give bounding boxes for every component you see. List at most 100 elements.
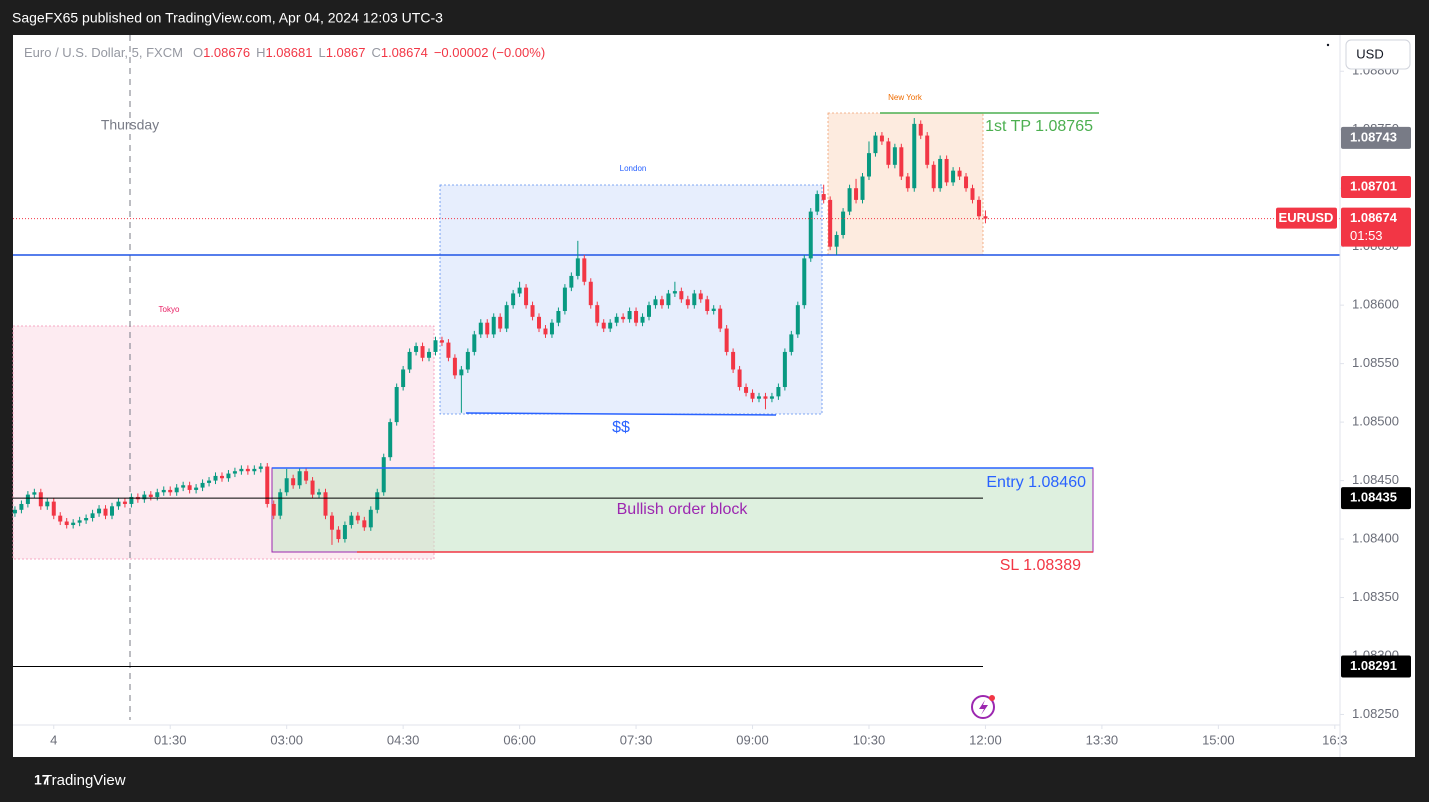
x-tick-label: 10:30 xyxy=(853,732,886,747)
candle-body xyxy=(491,316,496,335)
candle-body xyxy=(970,188,975,200)
symbol-line: Euro / U.S. Dollar, 5, FXCM xyxy=(24,45,183,60)
y-tick-label: 1.08350 xyxy=(1352,589,1399,604)
candle-body xyxy=(25,494,30,504)
candle-body xyxy=(187,485,192,490)
candle-body xyxy=(329,515,334,530)
candle-body xyxy=(705,299,710,311)
x-tick-label: 09:00 xyxy=(736,732,769,747)
candle-body xyxy=(653,299,658,306)
symbol-tag xyxy=(1276,207,1337,229)
candle-body xyxy=(252,468,257,472)
candle-body xyxy=(459,369,464,376)
ohlc-key: L xyxy=(318,45,325,60)
candle-body xyxy=(317,492,322,495)
candle-body xyxy=(485,322,490,335)
candle-body xyxy=(427,351,432,358)
new-york-session xyxy=(827,112,984,256)
candle-body xyxy=(355,515,360,521)
y-tick-label: 1.08400 xyxy=(1352,530,1399,545)
candle-body xyxy=(291,478,296,486)
entry-label: Entry 1.08460 xyxy=(986,474,1086,491)
candle-body xyxy=(155,492,160,497)
candle-body xyxy=(219,475,224,479)
candle-body xyxy=(32,492,37,495)
candle-body xyxy=(258,466,263,469)
logo-mark: 17 xyxy=(34,772,50,788)
price-tag xyxy=(1341,126,1411,149)
ohlc-value: 1.08681 xyxy=(265,45,312,60)
annotations: Thursday Tokyo London New York 1st TP 1.… xyxy=(101,93,1099,719)
x-tick-label: 15:00 xyxy=(1202,732,1235,747)
candle-body xyxy=(782,351,787,388)
candle-body xyxy=(666,293,671,306)
candle-body xyxy=(90,513,95,518)
candle-body xyxy=(12,509,17,514)
candle-body xyxy=(873,135,878,154)
candle-body xyxy=(621,316,626,320)
candle-body xyxy=(323,492,328,516)
candle-body xyxy=(659,299,664,306)
candle-body xyxy=(672,291,677,294)
candle-body xyxy=(194,487,199,490)
candle-body xyxy=(802,258,807,306)
candle-body xyxy=(472,334,477,352)
alert-icon[interactable] xyxy=(971,695,995,719)
candle-body xyxy=(685,299,690,306)
currency[interactable]: USD xyxy=(1356,46,1383,61)
candle-body xyxy=(789,334,794,352)
candle-body xyxy=(19,503,24,510)
candle-body xyxy=(763,396,768,399)
candle-body xyxy=(866,153,871,177)
candle-body xyxy=(239,468,244,472)
candle-body xyxy=(756,396,761,399)
session-label: New York xyxy=(888,93,923,102)
candle-body xyxy=(711,308,716,311)
currency-button[interactable] xyxy=(1345,39,1411,70)
candle-body xyxy=(679,291,684,300)
candle-body xyxy=(549,322,554,335)
candle-body xyxy=(627,311,632,320)
candle-body xyxy=(433,340,438,352)
last-price-tag xyxy=(1341,207,1411,247)
candle-body xyxy=(174,487,179,493)
candle-body xyxy=(983,216,988,219)
candle-body xyxy=(537,316,542,329)
candle-body xyxy=(815,194,820,212)
x-tick-label: 07:30 xyxy=(620,732,653,747)
candle-body xyxy=(213,475,218,481)
x-tick-label: 4 xyxy=(50,732,57,747)
liquidity-line xyxy=(465,412,777,416)
symbol-label: EURUSD xyxy=(1279,210,1334,225)
candle-body xyxy=(97,508,102,514)
candle-body xyxy=(58,515,63,522)
candle-body xyxy=(834,234,839,247)
candle-body xyxy=(71,522,76,526)
countdown-label: 01:53 xyxy=(1350,228,1383,243)
candle-body xyxy=(931,164,936,189)
candle-body xyxy=(634,311,639,323)
ohlc-value: 1.08674 xyxy=(381,45,428,60)
candle-body xyxy=(375,492,380,510)
ohlc-legend: Euro / U.S. Dollar, 5, FXCM O1.08676 H1.08… xyxy=(24,45,545,60)
candle-body xyxy=(297,471,302,486)
order-block-label: Bullish order block xyxy=(617,501,749,518)
candle-body xyxy=(718,308,723,329)
price-tag-label: 1.08291 xyxy=(1350,658,1397,673)
y-tick-label: 1.08450 xyxy=(1352,472,1399,487)
y-tick-label: 1.08500 xyxy=(1352,414,1399,429)
candle-body xyxy=(608,322,613,329)
alert-bolt xyxy=(979,700,988,715)
ohlc-key: O xyxy=(193,45,203,60)
candle-body xyxy=(381,457,386,493)
y-tick-label: 1.08550 xyxy=(1352,355,1399,370)
candle-body xyxy=(446,342,451,358)
price-labels: EURUSD 1.08674 01:53 1.08743 1.08701 1.08435 1… xyxy=(1276,126,1411,678)
candle-body xyxy=(394,387,399,423)
price-tag-label: 1.08743 xyxy=(1350,129,1397,144)
candle-body xyxy=(944,158,949,183)
candle-body xyxy=(504,305,509,329)
candles xyxy=(12,118,1340,668)
candle-body xyxy=(349,515,354,526)
candle-body xyxy=(892,147,897,165)
